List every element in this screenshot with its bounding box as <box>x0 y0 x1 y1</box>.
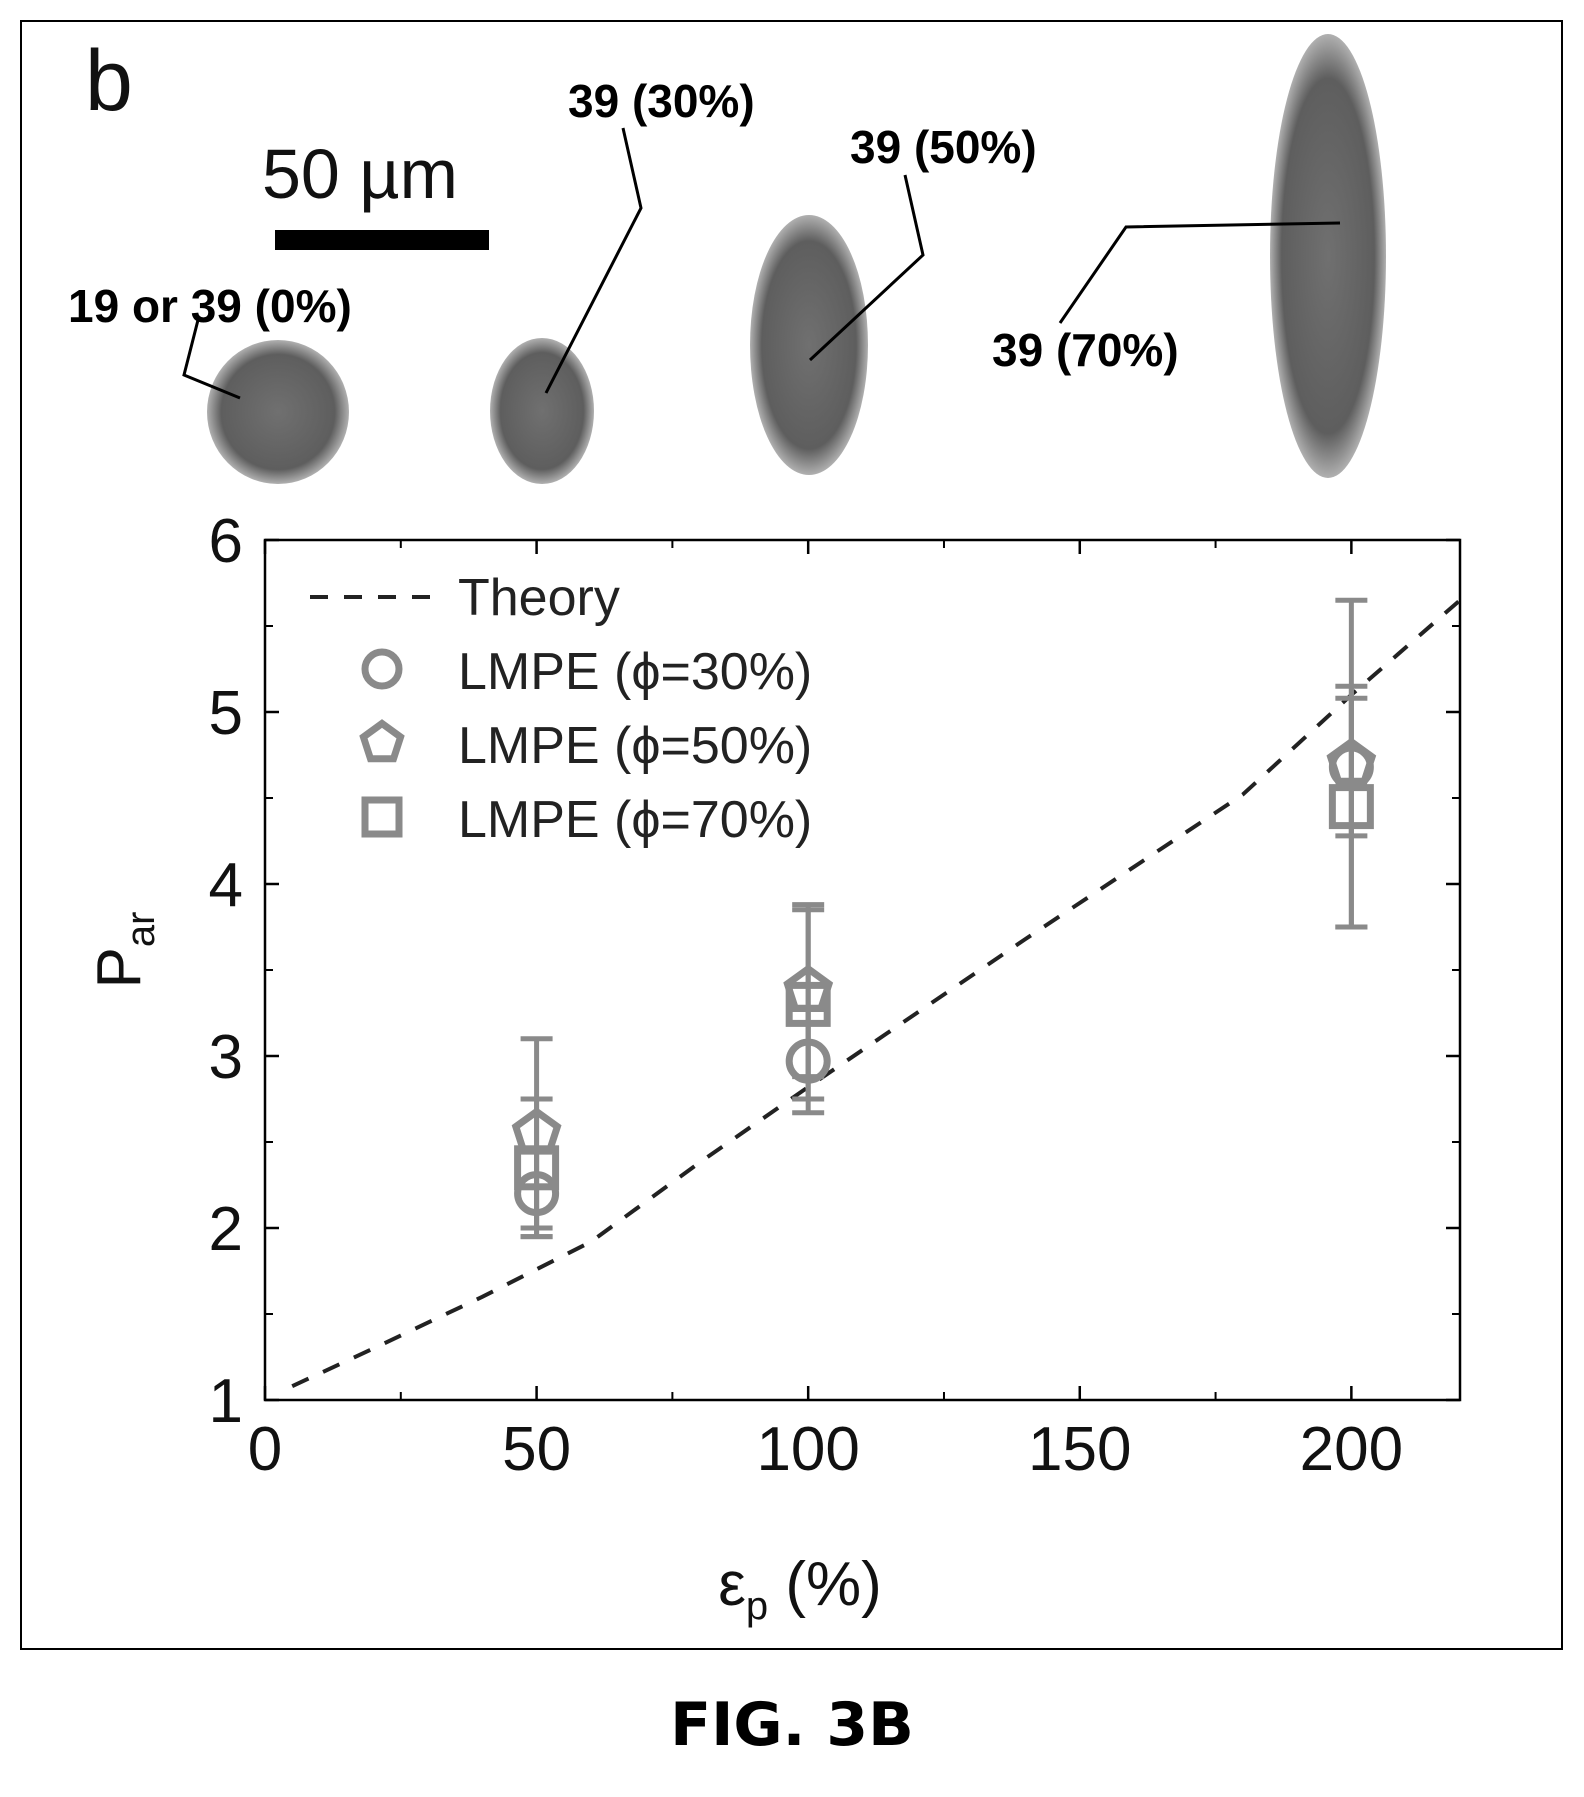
legend-label: Theory <box>458 569 620 627</box>
plot-frame <box>263 538 1462 1402</box>
y-axis: 1 2 3 4 5 6 <box>209 507 1460 1436</box>
data-point-square <box>514 1145 560 1191</box>
particle-label-50pct: 39 (50%) <box>850 121 1037 173</box>
legend-label: LMPE (ϕ=50%) <box>458 717 812 775</box>
leader-line-30pct <box>544 127 643 394</box>
y-tick-label: 4 <box>209 851 243 920</box>
x-tick-label: 0 <box>248 1415 282 1484</box>
figure-panel: b 50 µm 19 or 39 (0%) 39 (30%) 39 (50%) … <box>68 33 1462 1628</box>
figure-frame <box>20 20 1563 1650</box>
leader-line-70pct <box>1058 221 1341 324</box>
series-1 <box>514 695 1374 1240</box>
x-tick-label: 100 <box>756 1415 859 1484</box>
x-tick-label: 50 <box>502 1415 571 1484</box>
y-tick-label: 3 <box>209 1023 243 1092</box>
legend: Theory LMPE (ϕ=30%) LMPE (ϕ=50%) LMPE (ϕ=70… <box>310 569 812 849</box>
data-point-square <box>1328 784 1374 830</box>
x-tick-label: 200 <box>1300 1415 1403 1484</box>
scale-bar <box>275 230 489 250</box>
series-layer <box>291 597 1462 1389</box>
x-axis: 0 50 100 150 200 <box>248 540 1403 1484</box>
y-tick-label: 5 <box>209 679 243 748</box>
y-tick-label: 6 <box>209 507 243 576</box>
x-axis-label: εp (%) <box>718 1550 882 1628</box>
legend-swatch-circle <box>361 648 403 690</box>
particle-label-70pct: 39 (70%) <box>992 324 1179 376</box>
series-3 <box>514 683 1374 1240</box>
particle-50pct <box>750 215 868 475</box>
scale-bar-label: 50 µm <box>262 135 458 213</box>
particle-30pct <box>490 338 594 484</box>
figure-caption: FIG. 3B <box>670 1690 914 1760</box>
x-tick-label: 150 <box>1028 1415 1131 1484</box>
data-point-square <box>785 981 831 1027</box>
particle-label-30pct: 39 (30%) <box>568 75 755 127</box>
particle-70pct <box>1270 34 1386 478</box>
y-tick-label: 2 <box>209 1195 243 1264</box>
legend-label: LMPE (ϕ=30%) <box>458 643 812 701</box>
panel-label: b <box>85 33 133 129</box>
y-tick-label: 1 <box>209 1367 243 1436</box>
chart: 0 50 100 150 200 1 2 3 4 5 6 Theory LMPE (ϕ=30%) LM… <box>85 507 1462 1628</box>
y-axis-label: Par <box>85 912 163 989</box>
leader-line-0pct <box>182 319 241 400</box>
particle-label-0pct: 19 or 39 (0%) <box>68 280 352 332</box>
legend-swatch-square <box>361 796 403 838</box>
legend-swatch-pentagon <box>359 719 405 763</box>
legend-label: LMPE (ϕ=70%) <box>458 791 812 849</box>
particle-0pct <box>207 340 349 484</box>
leader-line-50pct <box>808 174 925 362</box>
